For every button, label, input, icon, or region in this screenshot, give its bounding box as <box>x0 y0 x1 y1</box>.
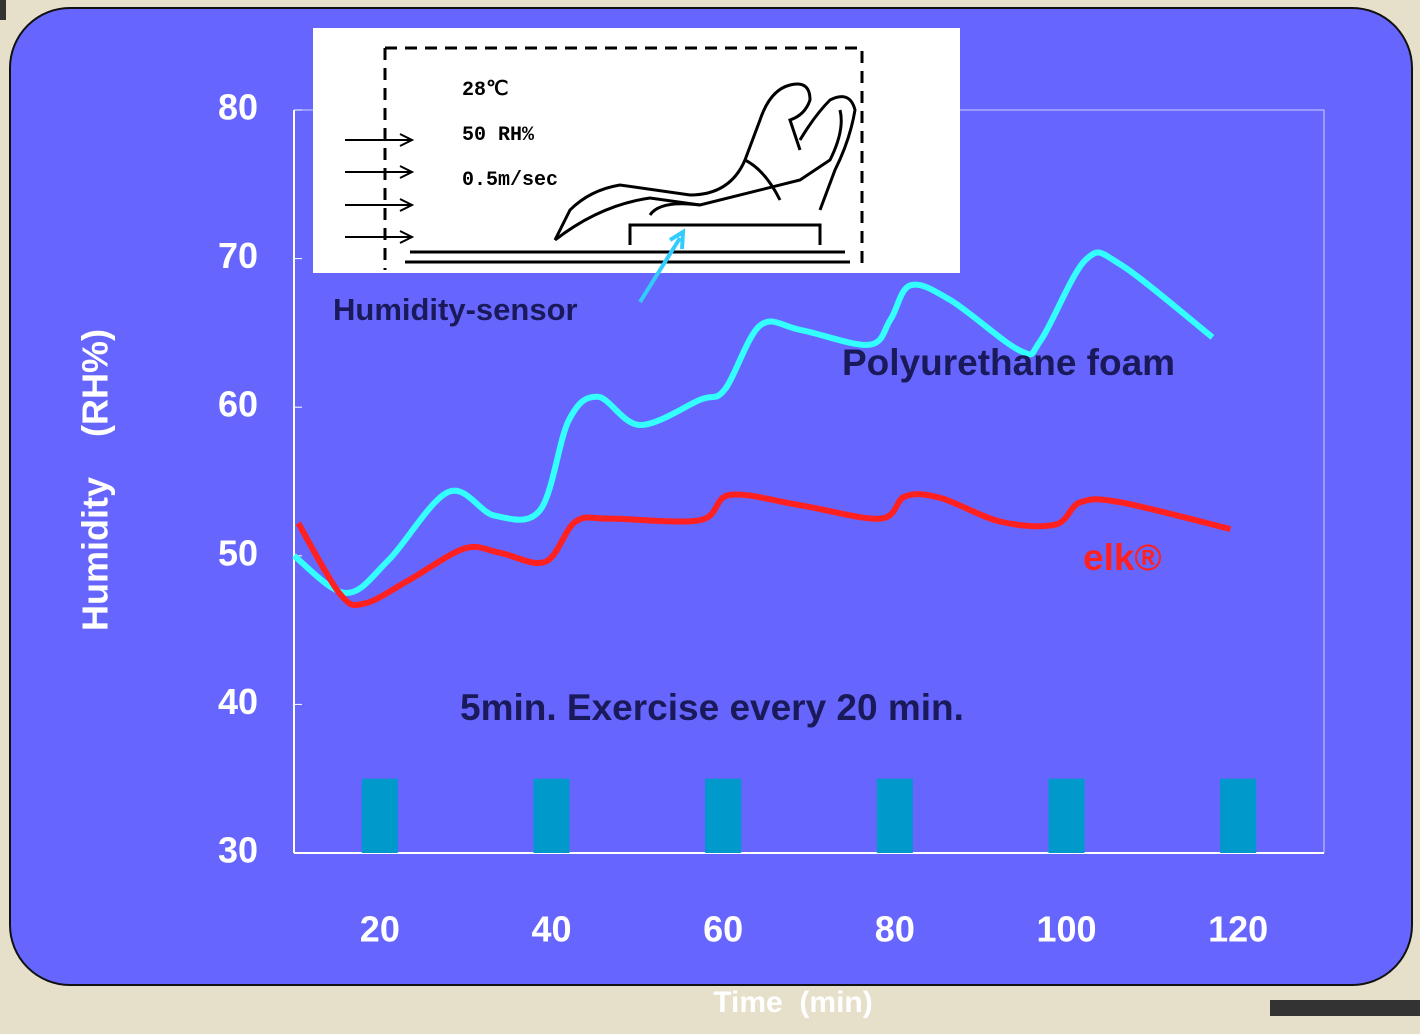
series-label: elk® <box>1083 537 1162 578</box>
x-tick-label: 20 <box>360 909 400 950</box>
exercise-bar <box>534 779 570 853</box>
annotation: 5min. Exercise every 20 min. <box>460 687 964 728</box>
exercise-bar <box>1220 779 1256 853</box>
y-tick-label: 70 <box>218 235 258 276</box>
x-tick-label: 80 <box>875 909 915 950</box>
chart: Time (min) Humidity (RH%) 30 40 50 60 70 80 20… <box>0 0 1420 1029</box>
inset-text: 0.5m/sec <box>462 169 558 192</box>
inset-text: 28℃ <box>462 79 508 102</box>
exercise-bar <box>362 779 398 853</box>
inset: 28℃ 50 RH% 0.5m/sec <box>313 28 960 273</box>
x-tick-label: 100 <box>1036 909 1096 950</box>
y-tick-label: 50 <box>218 532 258 573</box>
page: Time (min) Humidity (RH%) 30 40 50 60 70 80 20… <box>0 0 1420 1029</box>
y-tick-label: 40 <box>218 681 258 722</box>
corner-bar <box>1270 1000 1420 1016</box>
x-tick-label: 40 <box>531 909 571 950</box>
annotation: Humidity-sensor <box>333 292 578 327</box>
series-label: Polyurethane foam <box>842 342 1175 383</box>
exercise-bar <box>1049 779 1085 853</box>
exercise-bar <box>705 779 741 853</box>
y-axis-label: Humidity (RH%) <box>75 329 116 631</box>
y-tick-label: 30 <box>218 830 258 871</box>
x-tick-label: 60 <box>703 909 743 950</box>
x-tick-label: 120 <box>1208 909 1268 950</box>
y-tick-label: 80 <box>218 87 258 128</box>
x-axis-label: Time (min) <box>713 986 872 1019</box>
corner-mark <box>0 0 6 20</box>
y-tick-label: 60 <box>218 384 258 425</box>
inset-text: 50 RH% <box>462 124 535 147</box>
exercise-bar <box>877 779 913 853</box>
